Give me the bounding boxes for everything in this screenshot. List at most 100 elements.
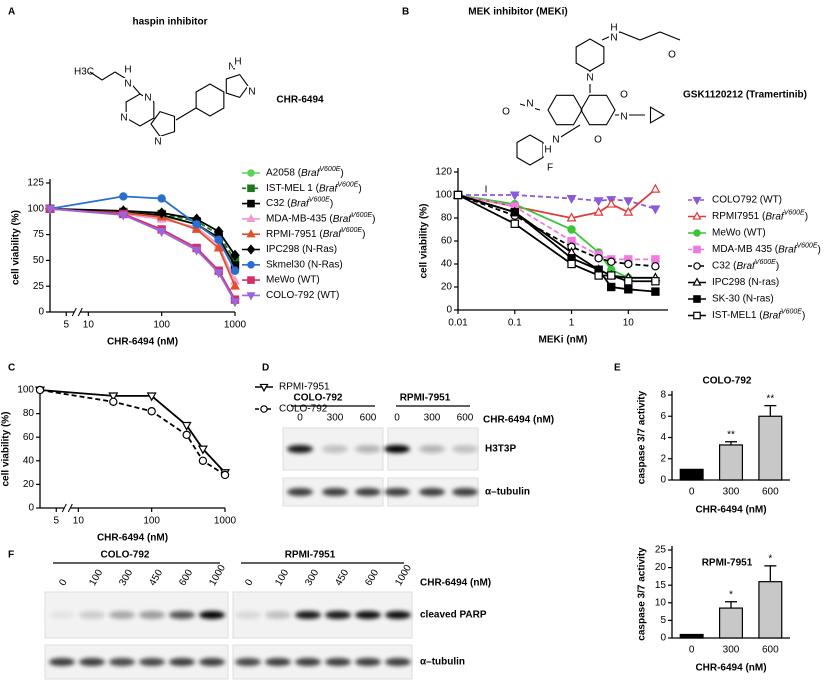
structure-ring xyxy=(516,134,544,166)
structure-ring xyxy=(225,73,249,99)
atom-label: N xyxy=(526,99,533,110)
lane-label: 600 xyxy=(457,413,474,424)
atom-bg xyxy=(143,92,153,104)
marker xyxy=(247,276,255,284)
y-tick-label: 25 xyxy=(655,545,667,556)
marker xyxy=(607,271,616,280)
y-tick-label: 20 xyxy=(23,479,35,490)
bar xyxy=(758,581,783,639)
marker xyxy=(230,266,240,275)
blot-band xyxy=(235,611,261,619)
lane-label: 450 xyxy=(147,567,165,587)
blot-group: COLO-792 xyxy=(294,393,343,404)
atom-bg xyxy=(227,61,237,73)
x-tick-label: 300 xyxy=(723,645,740,656)
atom-bg xyxy=(545,162,555,174)
blot-group: RPMI-7951 xyxy=(400,393,451,404)
blot-band xyxy=(295,658,321,666)
marker xyxy=(230,249,240,261)
marker xyxy=(230,298,240,308)
x-tick-label: 1000 xyxy=(224,320,247,331)
axis-break xyxy=(64,504,71,512)
y-tick-label: 20 xyxy=(441,282,453,293)
structure-ring xyxy=(649,106,666,124)
legend-label: C32 (BrafV600E) xyxy=(712,259,779,272)
marker xyxy=(260,405,268,413)
marker xyxy=(567,259,576,269)
blot-band xyxy=(139,611,165,619)
blot-band xyxy=(109,611,135,619)
y-tick-label: 50 xyxy=(33,255,45,266)
lane-label: 0 xyxy=(243,577,256,588)
series-line xyxy=(49,207,236,256)
atom-label: O xyxy=(668,50,676,61)
x-tick-label: 0 xyxy=(689,487,695,498)
marker xyxy=(247,169,255,177)
x-tick-label: 0.01 xyxy=(448,318,468,329)
atom-bg xyxy=(79,66,89,78)
marker xyxy=(213,269,224,279)
series-line xyxy=(49,195,236,272)
compound-name: CHR-6494 xyxy=(276,95,324,106)
axis-break xyxy=(74,308,81,316)
blot-band xyxy=(287,445,313,453)
lane-label: 100 xyxy=(87,567,105,587)
lane-label: 0 xyxy=(394,413,400,424)
structure-ring xyxy=(580,94,616,126)
atom-bg xyxy=(667,49,677,61)
treatment-label: CHR-6494 (nM) xyxy=(420,578,491,589)
lane-label: 0 xyxy=(57,577,70,588)
atom-label: H xyxy=(610,23,617,34)
blot-band xyxy=(287,488,313,496)
marker xyxy=(693,245,701,254)
compound-name: GSK1120212 (Tramertinib) xyxy=(683,90,807,101)
x-tick-label: 0 xyxy=(689,645,695,656)
marker xyxy=(607,257,616,266)
marker xyxy=(259,383,269,393)
y-axis-label: caspase 3/7 activity xyxy=(637,390,648,484)
atom-label: N xyxy=(228,62,235,73)
marker xyxy=(594,254,603,263)
y-tick-label: 125 xyxy=(27,178,44,189)
y-tick-label: 5 xyxy=(660,615,666,626)
x-tick-label: 100 xyxy=(143,516,160,527)
bar xyxy=(718,607,744,639)
series-line xyxy=(39,389,226,474)
atom-label: H xyxy=(234,57,241,68)
y-tick-label: 10 xyxy=(655,597,667,608)
blot-band xyxy=(169,658,195,666)
x-axis-label: CHR-6494 (nM) xyxy=(97,533,168,544)
atom-label: I xyxy=(485,185,488,196)
x-tick-label: 100 xyxy=(153,320,170,331)
marker xyxy=(692,277,702,286)
marker xyxy=(35,385,45,395)
lane-label: 600 xyxy=(360,413,377,424)
atom-bg xyxy=(543,144,553,156)
blot-band xyxy=(49,658,75,666)
atom-label: N xyxy=(552,135,559,146)
blot-band xyxy=(169,611,195,619)
legend-label: SK-30 (N-ras) xyxy=(712,294,774,305)
atom-bg xyxy=(119,112,129,124)
blot-band xyxy=(322,488,348,496)
atom-bg xyxy=(123,78,133,90)
y-tick-label: 25 xyxy=(33,281,45,292)
marker xyxy=(567,225,576,234)
legend-label: IST-MEL 1 (BrafV600E) xyxy=(266,181,362,194)
marker xyxy=(246,213,256,223)
marker xyxy=(651,287,660,296)
atom-label: O xyxy=(594,135,602,146)
marker xyxy=(510,208,519,217)
series-line xyxy=(39,389,226,476)
marker xyxy=(198,456,208,465)
blot-band xyxy=(235,658,261,666)
blot-membrane xyxy=(44,644,229,680)
lane-label: 300 xyxy=(303,567,321,587)
legend-label: RPMI7951 (BrafV600E) xyxy=(712,209,808,222)
blot-band xyxy=(295,611,321,619)
blot-band xyxy=(322,445,348,453)
blot-band xyxy=(419,488,445,496)
marker xyxy=(692,211,702,220)
x-axis-label: MEKi (nM) xyxy=(539,335,588,346)
panel-letter: A xyxy=(8,7,15,18)
